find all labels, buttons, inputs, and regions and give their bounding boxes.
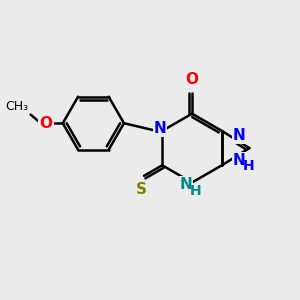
Text: O: O xyxy=(39,116,52,131)
Text: H: H xyxy=(243,159,255,173)
Text: H: H xyxy=(190,184,202,198)
Text: N: N xyxy=(180,177,193,192)
Text: N: N xyxy=(233,153,246,168)
Text: N: N xyxy=(154,122,167,136)
Text: CH₃: CH₃ xyxy=(6,100,29,113)
Text: N: N xyxy=(233,128,246,143)
Text: S: S xyxy=(136,182,147,196)
Text: O: O xyxy=(185,72,199,87)
